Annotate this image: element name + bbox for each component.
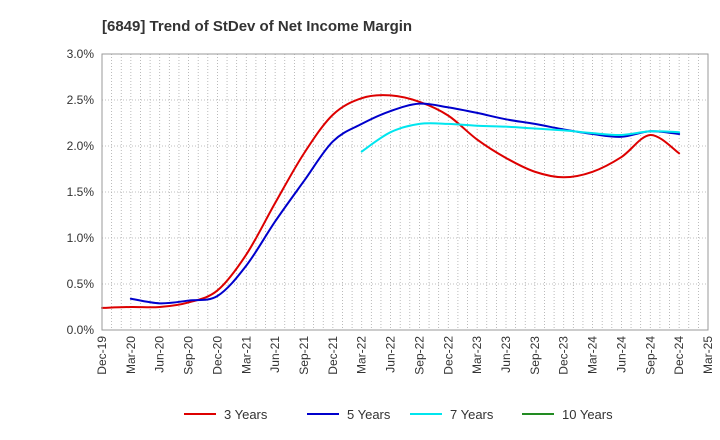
x-tick-label: Dec-21 xyxy=(326,336,340,375)
legend-label-10-years: 10 Years xyxy=(562,407,613,422)
plot-area-border xyxy=(101,53,709,331)
series-line-7-years xyxy=(360,122,681,153)
x-tick-label: Sep-21 xyxy=(297,336,311,375)
y-tick-label: 1.5% xyxy=(67,185,95,199)
y-axis-tick-labels: 0.0% 0.5% 1.0% 1.5% 2.0% 2.5% 3.0% xyxy=(67,47,95,337)
x-tick-label: Dec-20 xyxy=(210,336,224,375)
x-tick-label: Mar-20 xyxy=(124,336,138,374)
x-tick-label: Sep-23 xyxy=(528,336,542,375)
y-tick-label: 0.0% xyxy=(67,323,95,337)
legend: 3 Years 5 Years 7 Years 10 Years xyxy=(184,407,613,422)
x-tick-label: Dec-22 xyxy=(441,336,455,375)
x-tick-label: Jun-22 xyxy=(384,336,398,373)
legend-label-7-years: 7 Years xyxy=(450,407,494,422)
x-tick-label: Dec-19 xyxy=(95,336,109,375)
y-tick-label: 2.0% xyxy=(67,139,95,153)
x-axis-tick-labels: Dec-19 Mar-20 Jun-20 Sep-20 Dec-20 Mar-21 Jun-… xyxy=(95,336,715,375)
x-tick-label: Jun-21 xyxy=(268,336,282,373)
grid-lines xyxy=(101,53,709,331)
x-tick-label: Sep-24 xyxy=(643,336,657,375)
y-tick-label: 2.5% xyxy=(67,93,95,107)
x-tick-label: Mar-23 xyxy=(470,336,484,374)
series-lines xyxy=(101,94,681,309)
x-tick-label: Sep-22 xyxy=(412,336,426,375)
x-tick-label: Dec-24 xyxy=(672,336,686,375)
x-tick-label: Jun-20 xyxy=(153,336,167,373)
y-tick-label: 0.5% xyxy=(67,277,95,291)
x-tick-label: Mar-22 xyxy=(355,336,369,374)
x-tick-label: Sep-20 xyxy=(182,336,196,375)
x-tick-label: Mar-21 xyxy=(239,336,253,374)
y-tick-label: 3.0% xyxy=(67,47,95,61)
x-tick-label: Mar-24 xyxy=(586,336,600,374)
x-tick-label: Jun-23 xyxy=(499,336,513,373)
y-tick-label: 1.0% xyxy=(67,231,95,245)
legend-label-3-years: 3 Years xyxy=(224,407,268,422)
legend-label-5-years: 5 Years xyxy=(347,407,391,422)
x-tick-label: Jun-24 xyxy=(614,336,628,373)
x-tick-label: Dec-23 xyxy=(557,336,571,375)
chart-title: [6849] Trend of StDev of Net Income Marg… xyxy=(102,18,412,35)
x-tick-label: Mar-25 xyxy=(701,336,715,374)
